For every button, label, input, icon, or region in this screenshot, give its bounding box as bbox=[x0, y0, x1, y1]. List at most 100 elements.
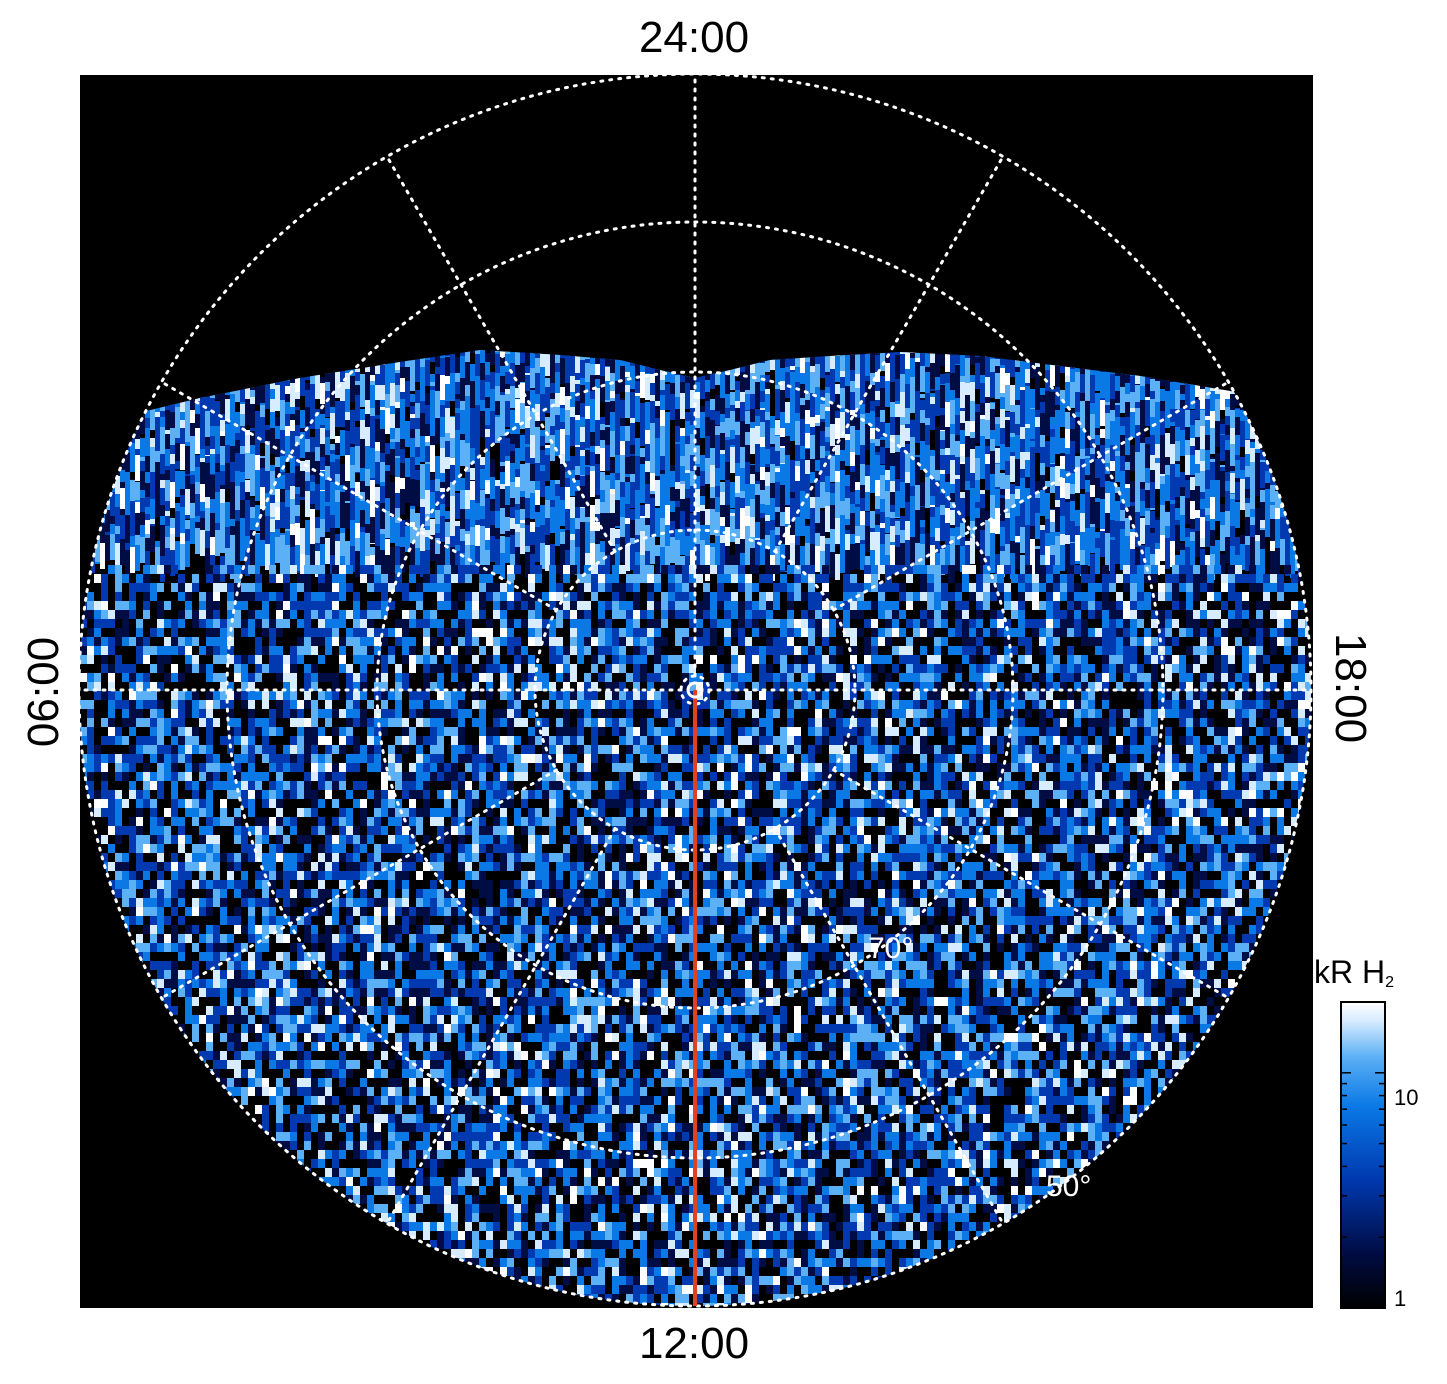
emission-cell bbox=[715, 395, 720, 421]
emission-cell bbox=[752, 565, 759, 574]
emission-cell bbox=[1085, 540, 1090, 566]
emission-cell bbox=[878, 565, 885, 574]
emission-cell bbox=[340, 382, 345, 408]
emission-cell bbox=[248, 592, 255, 601]
emission-cell bbox=[976, 574, 983, 583]
emission-cell bbox=[1095, 502, 1100, 528]
emission-cell bbox=[910, 387, 915, 413]
emission-cell bbox=[620, 537, 625, 563]
emission-cell bbox=[808, 565, 815, 574]
emission-cell bbox=[215, 530, 220, 556]
emission-cell bbox=[425, 405, 430, 431]
emission-cell bbox=[1075, 372, 1080, 398]
emission-cell bbox=[143, 601, 150, 610]
emission-cell bbox=[164, 565, 171, 574]
emission-cell bbox=[927, 583, 934, 592]
emission-cell bbox=[660, 410, 665, 436]
emission-cell bbox=[801, 574, 808, 583]
emission-cell bbox=[374, 565, 381, 574]
emission-cell bbox=[750, 428, 755, 454]
emission-cell bbox=[980, 383, 985, 409]
emission-cell bbox=[1137, 592, 1144, 601]
emission-cell bbox=[1067, 574, 1074, 583]
emission-cell bbox=[920, 592, 927, 601]
emission-cell bbox=[668, 574, 675, 583]
emission-cell bbox=[549, 583, 556, 592]
emission-cell bbox=[540, 395, 545, 421]
emission-cell bbox=[1067, 592, 1074, 601]
emission-cell bbox=[1263, 583, 1270, 592]
emission-cell bbox=[325, 583, 332, 592]
emission-cell bbox=[1074, 583, 1081, 592]
emission-cell bbox=[612, 592, 619, 601]
emission-cell bbox=[94, 601, 101, 610]
emission-cell bbox=[612, 565, 619, 574]
emission-cell bbox=[815, 369, 820, 395]
emission-cell bbox=[1032, 592, 1039, 601]
emission-cell bbox=[1123, 583, 1130, 592]
emission-cell bbox=[514, 601, 521, 610]
emission-cell bbox=[875, 355, 880, 381]
emission-cell bbox=[345, 503, 350, 529]
emission-cell bbox=[871, 565, 878, 574]
emission-cell bbox=[790, 372, 795, 398]
emission-cell bbox=[1025, 583, 1032, 592]
emission-cell bbox=[1130, 392, 1135, 418]
emission-cell bbox=[402, 592, 409, 601]
emission-cell bbox=[332, 592, 339, 601]
emission-cell bbox=[840, 478, 845, 504]
emission-cell bbox=[283, 601, 290, 610]
emission-cell bbox=[435, 391, 440, 417]
emission-cell bbox=[633, 565, 640, 574]
emission-cell bbox=[1137, 565, 1144, 574]
emission-cell bbox=[150, 472, 155, 498]
emission-cell bbox=[540, 367, 545, 393]
emission-cell bbox=[668, 583, 675, 592]
emission-cell bbox=[935, 390, 940, 416]
emission-cell bbox=[300, 528, 305, 554]
emission-cell bbox=[985, 377, 990, 403]
emission-cell bbox=[283, 583, 290, 592]
emission-cell bbox=[563, 574, 570, 583]
emission-cell bbox=[283, 592, 290, 601]
emission-cell bbox=[1180, 515, 1185, 541]
emission-cell bbox=[1158, 565, 1165, 574]
emission-cell bbox=[213, 592, 220, 601]
emission-cell bbox=[370, 416, 375, 442]
emission-cell bbox=[682, 574, 689, 583]
emission-cell bbox=[983, 574, 990, 583]
emission-cell bbox=[110, 534, 115, 560]
emission-cell bbox=[486, 583, 493, 592]
emission-cell bbox=[997, 583, 1004, 592]
emission-cell bbox=[157, 565, 164, 574]
emission-cell bbox=[1020, 527, 1025, 553]
emission-cell bbox=[530, 493, 535, 519]
emission-cell bbox=[1214, 565, 1221, 574]
emission-cell bbox=[871, 574, 878, 583]
emission-cell bbox=[178, 574, 185, 583]
emission-cell bbox=[605, 583, 612, 592]
emission-cell bbox=[560, 358, 565, 384]
emission-cell bbox=[1145, 400, 1150, 426]
emission-cell bbox=[367, 601, 374, 610]
emission-cell bbox=[150, 447, 155, 473]
emission-cell bbox=[1090, 460, 1095, 486]
emission-cell bbox=[950, 400, 955, 426]
emission-cell bbox=[520, 403, 525, 429]
emission-cell bbox=[1193, 574, 1200, 583]
emission-cell bbox=[270, 374, 275, 400]
emission-cell bbox=[865, 526, 870, 552]
emission-cell bbox=[450, 373, 455, 399]
emission-cell bbox=[130, 547, 135, 573]
emission-cell bbox=[655, 379, 660, 405]
emission-cell bbox=[1235, 592, 1242, 601]
emission-cell bbox=[910, 358, 915, 384]
emission-cell bbox=[195, 428, 200, 454]
emission-cell bbox=[490, 536, 495, 562]
emission-cell bbox=[325, 592, 332, 601]
emission-cell bbox=[1140, 518, 1145, 544]
emission-cell bbox=[157, 583, 164, 592]
emission-cell bbox=[556, 565, 563, 574]
emission-cell bbox=[808, 592, 815, 601]
emission-cell bbox=[815, 350, 820, 372]
